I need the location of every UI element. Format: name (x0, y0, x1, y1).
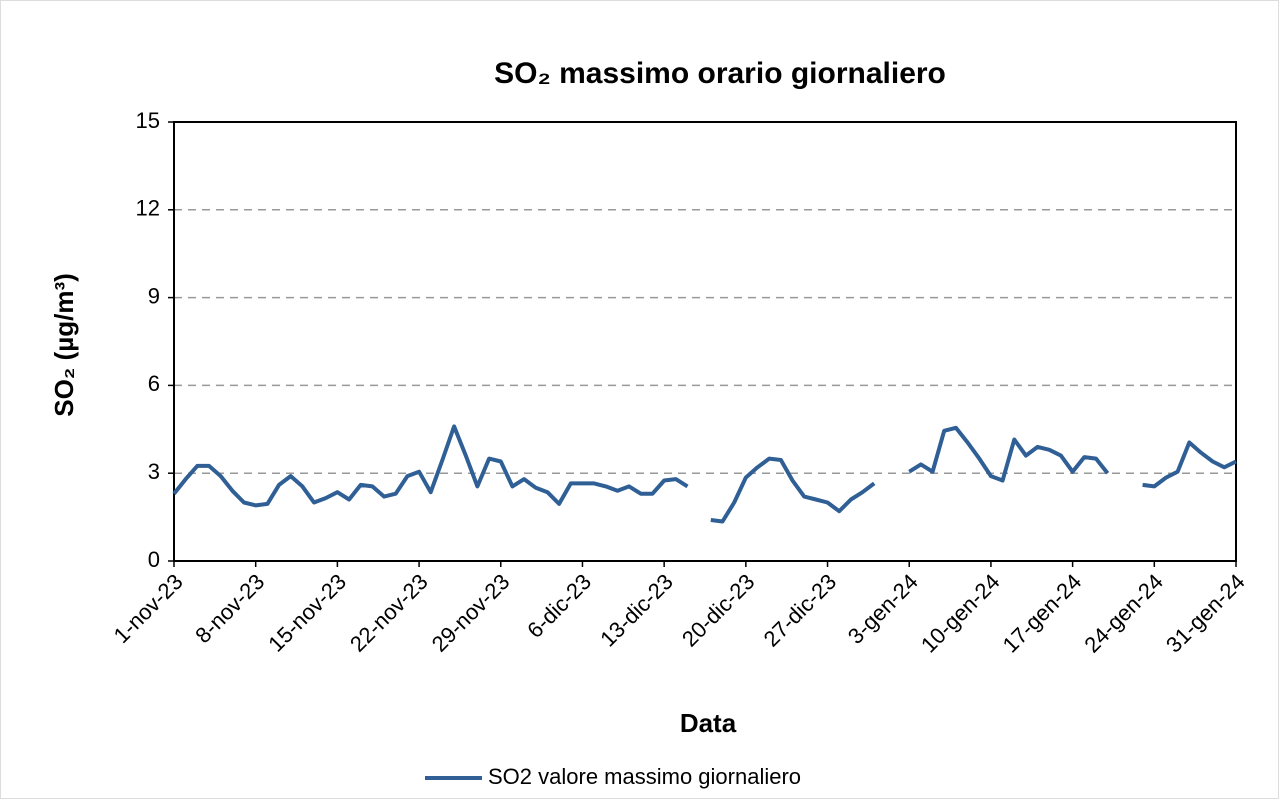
y-tick-label: 6 (148, 371, 160, 396)
plot-frame (173, 121, 1237, 562)
y-tick-label: 9 (148, 283, 160, 308)
y-axis-label: SO₂ (µg/m³) (49, 273, 79, 417)
y-tick-label: 12 (136, 196, 160, 221)
y-tick-label: 3 (148, 459, 160, 484)
x-axis-label: Data (680, 708, 737, 738)
chart-title: SO₂ massimo orario giornaliero (494, 57, 946, 90)
y-tick-label: 0 (148, 547, 160, 572)
y-tick-label: 15 (136, 108, 160, 133)
data-line (172, 424, 1237, 524)
legend-label: SO2 valore massimo giornaliero (488, 764, 801, 789)
